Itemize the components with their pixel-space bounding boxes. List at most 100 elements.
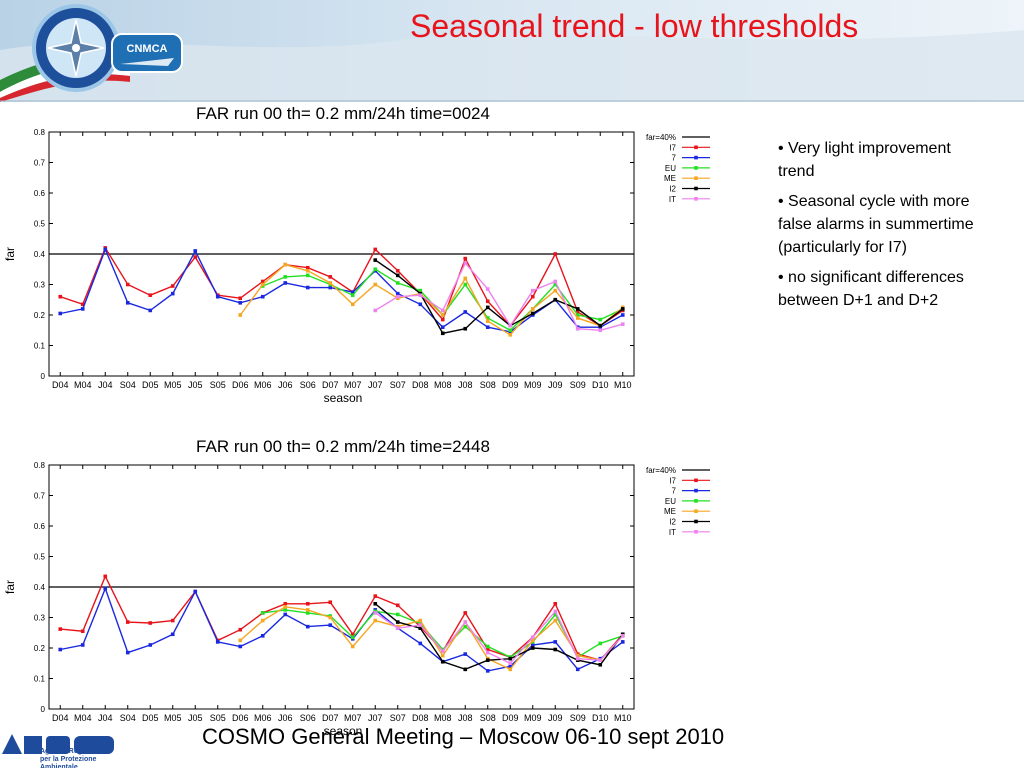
data-point — [598, 658, 603, 662]
data-point — [463, 276, 468, 281]
data-point — [238, 638, 243, 643]
x-tick-label: J04 — [98, 380, 113, 390]
x-tick-label: S04 — [120, 713, 136, 723]
bullet-item: • Seasonal cycle with more false alarms … — [778, 193, 974, 256]
x-tick-label: D09 — [502, 713, 519, 723]
data-point — [260, 294, 265, 299]
data-point — [58, 627, 63, 631]
data-point — [575, 316, 580, 320]
data-point — [508, 661, 513, 666]
x-tick-label: S07 — [390, 713, 406, 723]
data-point — [283, 262, 288, 267]
data-point — [418, 293, 423, 297]
legend-marker — [694, 176, 698, 180]
data-point — [283, 612, 288, 617]
data-point — [418, 641, 423, 646]
data-point — [260, 634, 265, 638]
x-tick-label: S04 — [120, 380, 136, 390]
legend-label: ME — [664, 507, 676, 516]
data-point — [328, 615, 333, 620]
data-point — [373, 258, 378, 262]
data-point — [103, 586, 108, 591]
far-chart-0024: FAR run 00 th= 0.2 mm/24h time=0024 0 0.1 0… — [0, 100, 720, 405]
data-point — [238, 313, 243, 317]
data-point — [373, 308, 378, 313]
x-tick-label: J06 — [278, 380, 293, 390]
x-tick-label: D04 — [52, 713, 69, 723]
legend-marker — [694, 155, 698, 160]
data-point — [193, 249, 198, 253]
x-tick-label: M06 — [254, 713, 272, 723]
data-point — [440, 649, 445, 653]
data-point — [395, 620, 400, 624]
data-point — [598, 323, 603, 328]
data-point — [485, 669, 490, 673]
data-point — [575, 656, 580, 661]
y-tick-label: 0 — [41, 705, 46, 714]
x-tick-label: D05 — [142, 380, 159, 390]
far-chart-2448: FAR run 00 th= 0.2 mm/24h time=2448 0 0.1 0… — [0, 433, 720, 738]
y-tick-label: 0.1 — [34, 675, 46, 684]
series-line — [374, 603, 624, 671]
y-tick-label: 0.8 — [34, 128, 46, 137]
data-point — [553, 640, 558, 644]
data-point — [553, 612, 558, 617]
legend-marker — [694, 478, 698, 483]
legend-marker — [694, 166, 698, 170]
far-chart-2448-svg: FAR run 00 th= 0.2 mm/24h time=2448 0 0.1 0… — [3, 437, 710, 738]
x-axis-label: season — [324, 391, 363, 405]
legend-label: 7 — [672, 487, 677, 496]
data-point — [148, 293, 153, 297]
data-point — [373, 594, 378, 598]
legend-label: EU — [665, 497, 676, 506]
data-point — [58, 294, 63, 299]
y-tick-label: 0 — [41, 372, 46, 381]
x-tick-label: M08 — [434, 713, 452, 723]
data-point — [530, 646, 535, 650]
legend-label: I7 — [669, 143, 676, 152]
data-point — [148, 643, 153, 647]
slide-title: Seasonal trend - low thresholds — [410, 8, 859, 44]
y-tick-label: 0.6 — [34, 189, 46, 198]
y-tick-label: 0.4 — [34, 583, 46, 592]
data-point — [598, 328, 603, 333]
data-point — [620, 307, 625, 311]
data-point — [328, 275, 333, 279]
data-point — [620, 640, 625, 644]
data-point — [485, 644, 490, 649]
x-tick-label: J05 — [188, 380, 203, 390]
y-tick-label: 0.5 — [34, 220, 46, 229]
legend-marker — [694, 145, 698, 150]
y-axis-label: far — [3, 580, 17, 594]
data-point — [530, 635, 535, 640]
x-tick-label: D05 — [142, 713, 159, 723]
data-point — [553, 288, 558, 293]
series-line — [374, 259, 624, 335]
data-point — [260, 618, 265, 623]
x-tick-label: J07 — [368, 380, 383, 390]
data-point — [508, 667, 513, 672]
footer-text: COSMO General Meeting – Moscow 06-10 sep… — [202, 724, 725, 749]
data-point — [350, 635, 355, 640]
data-point — [395, 281, 400, 285]
data-point — [530, 288, 535, 293]
data-point — [440, 653, 445, 658]
data-point — [395, 612, 400, 617]
data-point — [373, 267, 378, 272]
y-tick-label: 0.6 — [34, 522, 46, 531]
data-point — [508, 664, 513, 669]
data-point — [125, 301, 130, 305]
data-point — [553, 647, 558, 652]
data-point — [418, 623, 423, 627]
header-banner: CNMCA Seasonal trend - low thresholds — [0, 0, 1024, 102]
data-point — [350, 290, 355, 294]
x-tick-label: S09 — [570, 713, 586, 723]
data-point — [575, 326, 580, 331]
data-point — [463, 624, 468, 629]
data-point — [463, 256, 468, 261]
x-tick-label: S07 — [390, 380, 406, 390]
data-point — [530, 311, 535, 316]
data-point — [463, 667, 468, 672]
data-point — [238, 296, 243, 301]
data-point — [373, 282, 378, 287]
